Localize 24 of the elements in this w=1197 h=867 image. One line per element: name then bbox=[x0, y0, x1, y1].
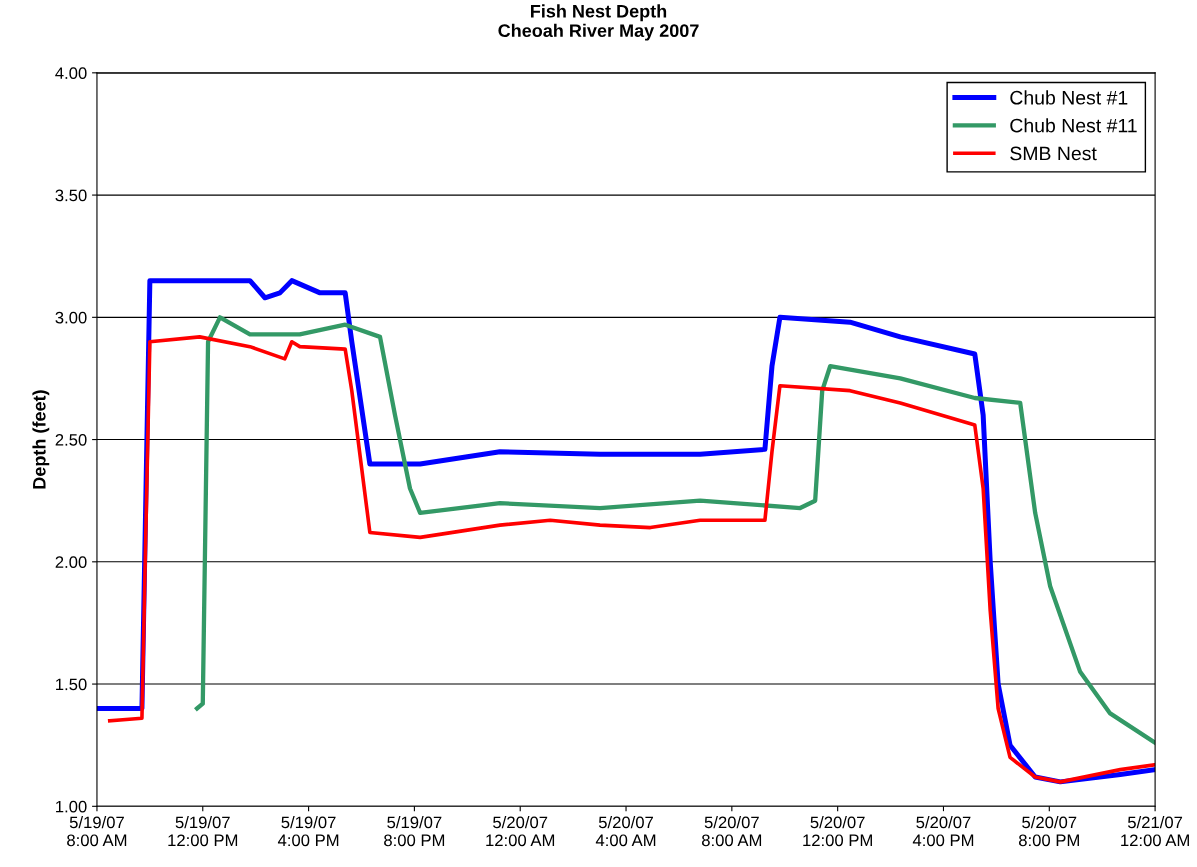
y-tick-label: 1.50 bbox=[56, 678, 87, 691]
x-tick-label: 5/19/07 8:00 AM bbox=[67, 816, 127, 847]
legend-label: Chub Nest #1 bbox=[1010, 90, 1128, 105]
y-tick-label: 1.00 bbox=[56, 800, 87, 813]
y-axis-title: Depth (feet) bbox=[32, 390, 50, 489]
y-tick-label: 3.00 bbox=[55, 311, 87, 324]
line-series bbox=[194, 315, 1156, 745]
y-tick-label: 4.00 bbox=[55, 67, 87, 80]
y-tick-label: 3.50 bbox=[55, 189, 87, 202]
x-tick-label: 5/20/07 4:00 PM bbox=[912, 816, 974, 847]
x-tick-label: 5/21/07 12:00 AM bbox=[1121, 816, 1189, 847]
x-tick-label: 5/20/07 8:00 PM bbox=[1018, 816, 1079, 847]
y-tick-label: 2.00 bbox=[55, 556, 87, 569]
chart-title: Fish Nest Depth Cheoah River May 2007 bbox=[498, 4, 699, 41]
x-tick-label: 5/19/07 12:00 PM bbox=[168, 816, 238, 847]
legend-label: SMB Nest bbox=[1010, 146, 1097, 161]
x-tick-label: 5/19/07 8:00 PM bbox=[384, 816, 445, 847]
x-tick-label: 5/19/07 4:00 PM bbox=[277, 816, 339, 847]
x-tick-label: 5/20/07 8:00 AM bbox=[702, 816, 762, 847]
legend-label: Chub Nest #11 bbox=[1010, 118, 1137, 133]
y-tick-label: 2.50 bbox=[55, 433, 87, 446]
x-tick-label: 5/20/07 12:00 PM bbox=[803, 816, 872, 847]
x-tick-label: 5/20/07 4:00 AM bbox=[595, 816, 656, 847]
x-tick-label: 5/20/07 12:00 AM bbox=[486, 816, 555, 847]
